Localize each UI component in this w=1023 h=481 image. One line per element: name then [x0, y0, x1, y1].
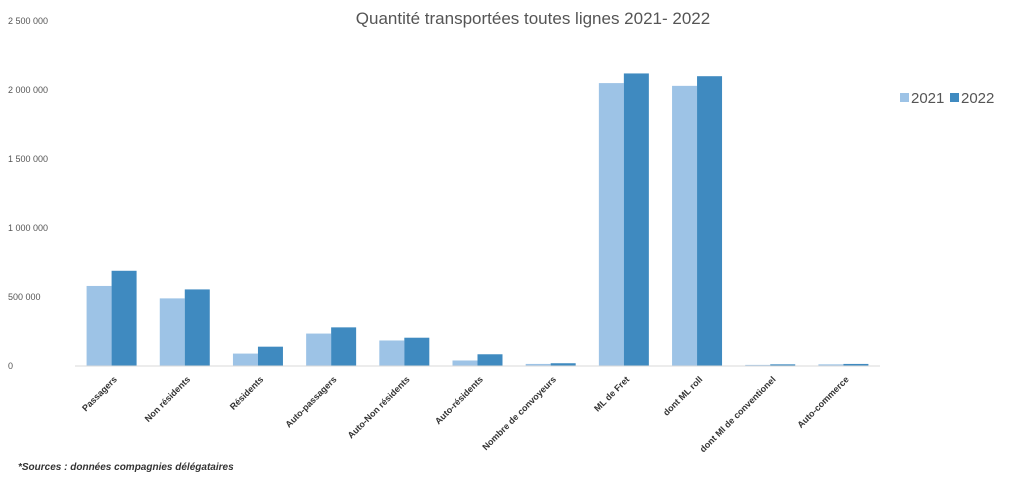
x-axis: Passagers Non résidents Résidents Auto-pass… — [75, 365, 880, 454]
y-tick-label: 500 000 — [8, 292, 41, 302]
x-tick-label: Auto-commerce — [795, 374, 851, 430]
chart-title: Quantité transportées toutes lignes 2021… — [356, 9, 710, 28]
legend-swatch-2021 — [900, 93, 909, 102]
bar-2022-2 — [184, 289, 210, 366]
bar-2021-6 — [452, 360, 478, 366]
x-tick-label: Nombre de convoyeurs — [480, 374, 558, 452]
legend-label-2022: 2022 — [961, 90, 994, 107]
bar-2021-11 — [818, 364, 844, 366]
x-tick-label: ML de Fret — [592, 374, 631, 413]
bar-2021-7 — [525, 363, 551, 366]
bars-group — [86, 73, 869, 367]
bar-2022-11 — [843, 363, 869, 366]
x-tick-label: Auto-résidents — [433, 374, 485, 426]
y-tick-label: 2 500 000 — [8, 16, 48, 26]
bar-2021-3 — [232, 353, 258, 366]
x-tick-label: Résidents — [228, 374, 265, 411]
x-tick-label: Passagers — [80, 374, 119, 413]
bar-2022-7 — [550, 363, 576, 366]
x-tick-label: Auto-passagers — [283, 374, 338, 429]
bar-2021-9 — [672, 85, 698, 367]
y-tick-label: 1 000 000 — [8, 223, 48, 233]
x-tick-label: dont Ml de conventionel — [698, 374, 778, 454]
bar-2022-1 — [111, 270, 137, 366]
bar-2021-1 — [86, 285, 112, 366]
bar-2022-6 — [477, 354, 503, 366]
bar-2021-5 — [379, 340, 405, 366]
bar-2022-9 — [697, 76, 723, 366]
x-tick-label: dont ML roll — [661, 374, 704, 417]
bar-2021-4 — [306, 333, 332, 366]
x-tick-label: Auto-Non résidents — [346, 374, 412, 440]
bar-2022-10 — [770, 364, 796, 366]
bar-2022-5 — [404, 337, 430, 366]
y-axis: 0 500 000 1 000 000 1 500 000 2 000 000 2 500… — [8, 16, 48, 371]
legend: 2021 2022 — [900, 90, 994, 107]
legend-swatch-2022 — [950, 93, 959, 102]
source-note: *Sources : données compagnies délégatair… — [18, 462, 234, 473]
bar-2022-8 — [623, 73, 649, 366]
bar-2022-4 — [331, 327, 357, 366]
y-tick-label: 1 500 000 — [8, 154, 48, 164]
bar-2022-3 — [257, 346, 283, 366]
bar-2021-8 — [598, 83, 624, 366]
y-tick-label: 0 — [8, 361, 13, 371]
bar-2021-2 — [159, 298, 185, 366]
bar-2021-10 — [745, 364, 771, 366]
y-tick-label: 2 000 000 — [8, 85, 48, 95]
x-tick-label: Non résidents — [143, 374, 193, 424]
legend-label-2021: 2021 — [911, 90, 944, 107]
